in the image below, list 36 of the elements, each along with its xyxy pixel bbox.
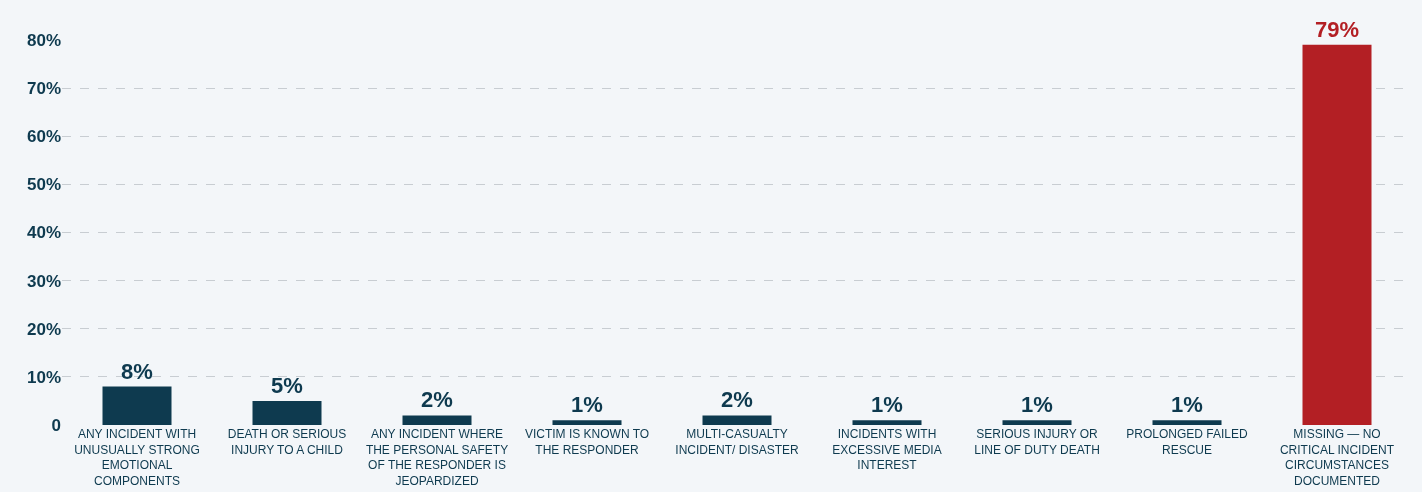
bar	[852, 420, 922, 425]
bar	[402, 415, 472, 425]
bar	[252, 400, 322, 425]
x-tick-label: PROLONGED FAILED RESCUE	[1126, 427, 1249, 457]
bar	[1002, 420, 1072, 425]
x-tick-label: DEATH OR SERIOUS INJURY TO A CHILD	[227, 427, 347, 457]
data-label: 5%	[271, 372, 303, 398]
y-tick-label: 0	[51, 415, 61, 435]
data-label: 1%	[871, 392, 903, 418]
bar	[1152, 420, 1222, 425]
bar	[102, 386, 172, 425]
data-label: 1%	[571, 392, 603, 418]
y-tick-label: 70%	[26, 79, 61, 99]
x-tick-label: INCIDENTS WITH EXCESSIVE MEDIA INTEREST	[832, 427, 942, 473]
y-tick-label: 20%	[26, 319, 61, 339]
y-tick-label: 80%	[26, 30, 61, 50]
x-tick-label: ANY INCIDENT WHERE THE PERSONAL SAFETY OF THE RESPONDER IS JEOPARDIZED	[365, 427, 509, 488]
y-tick-label: 10%	[26, 367, 61, 387]
x-tick-label: MULTI-CASUALTY INCIDENT/ DISASTER	[675, 427, 799, 457]
y-tick-label: 40%	[26, 223, 61, 243]
bar	[552, 420, 622, 425]
data-label: 2%	[421, 387, 453, 413]
y-tick-label: 30%	[26, 271, 61, 291]
y-tick-label: 50%	[26, 175, 61, 195]
data-label: 79%	[1314, 16, 1360, 42]
bar	[1302, 44, 1372, 425]
y-tick-label: 60%	[26, 127, 61, 147]
bar	[702, 415, 772, 425]
x-tick-label: MISSING — NO CRITICAL INCIDENT CIRCUMSTANCES DOCUMENTED	[1279, 427, 1395, 488]
data-label: 1%	[1021, 392, 1053, 418]
x-tick-label: SERIOUS INJURY OR LINE OF DUTY DEATH	[974, 427, 1100, 457]
data-label: 1%	[1171, 392, 1203, 418]
x-tick-label: VICTIM IS KNOWN TO THE RESPONDER	[524, 427, 650, 457]
x-tick-label: ANY INCIDENT WITH UNUSUALLY STRONG EMOTIONAL COMPONENTS	[74, 427, 200, 488]
data-label: 2%	[721, 387, 753, 413]
data-label: 8%	[121, 358, 153, 384]
